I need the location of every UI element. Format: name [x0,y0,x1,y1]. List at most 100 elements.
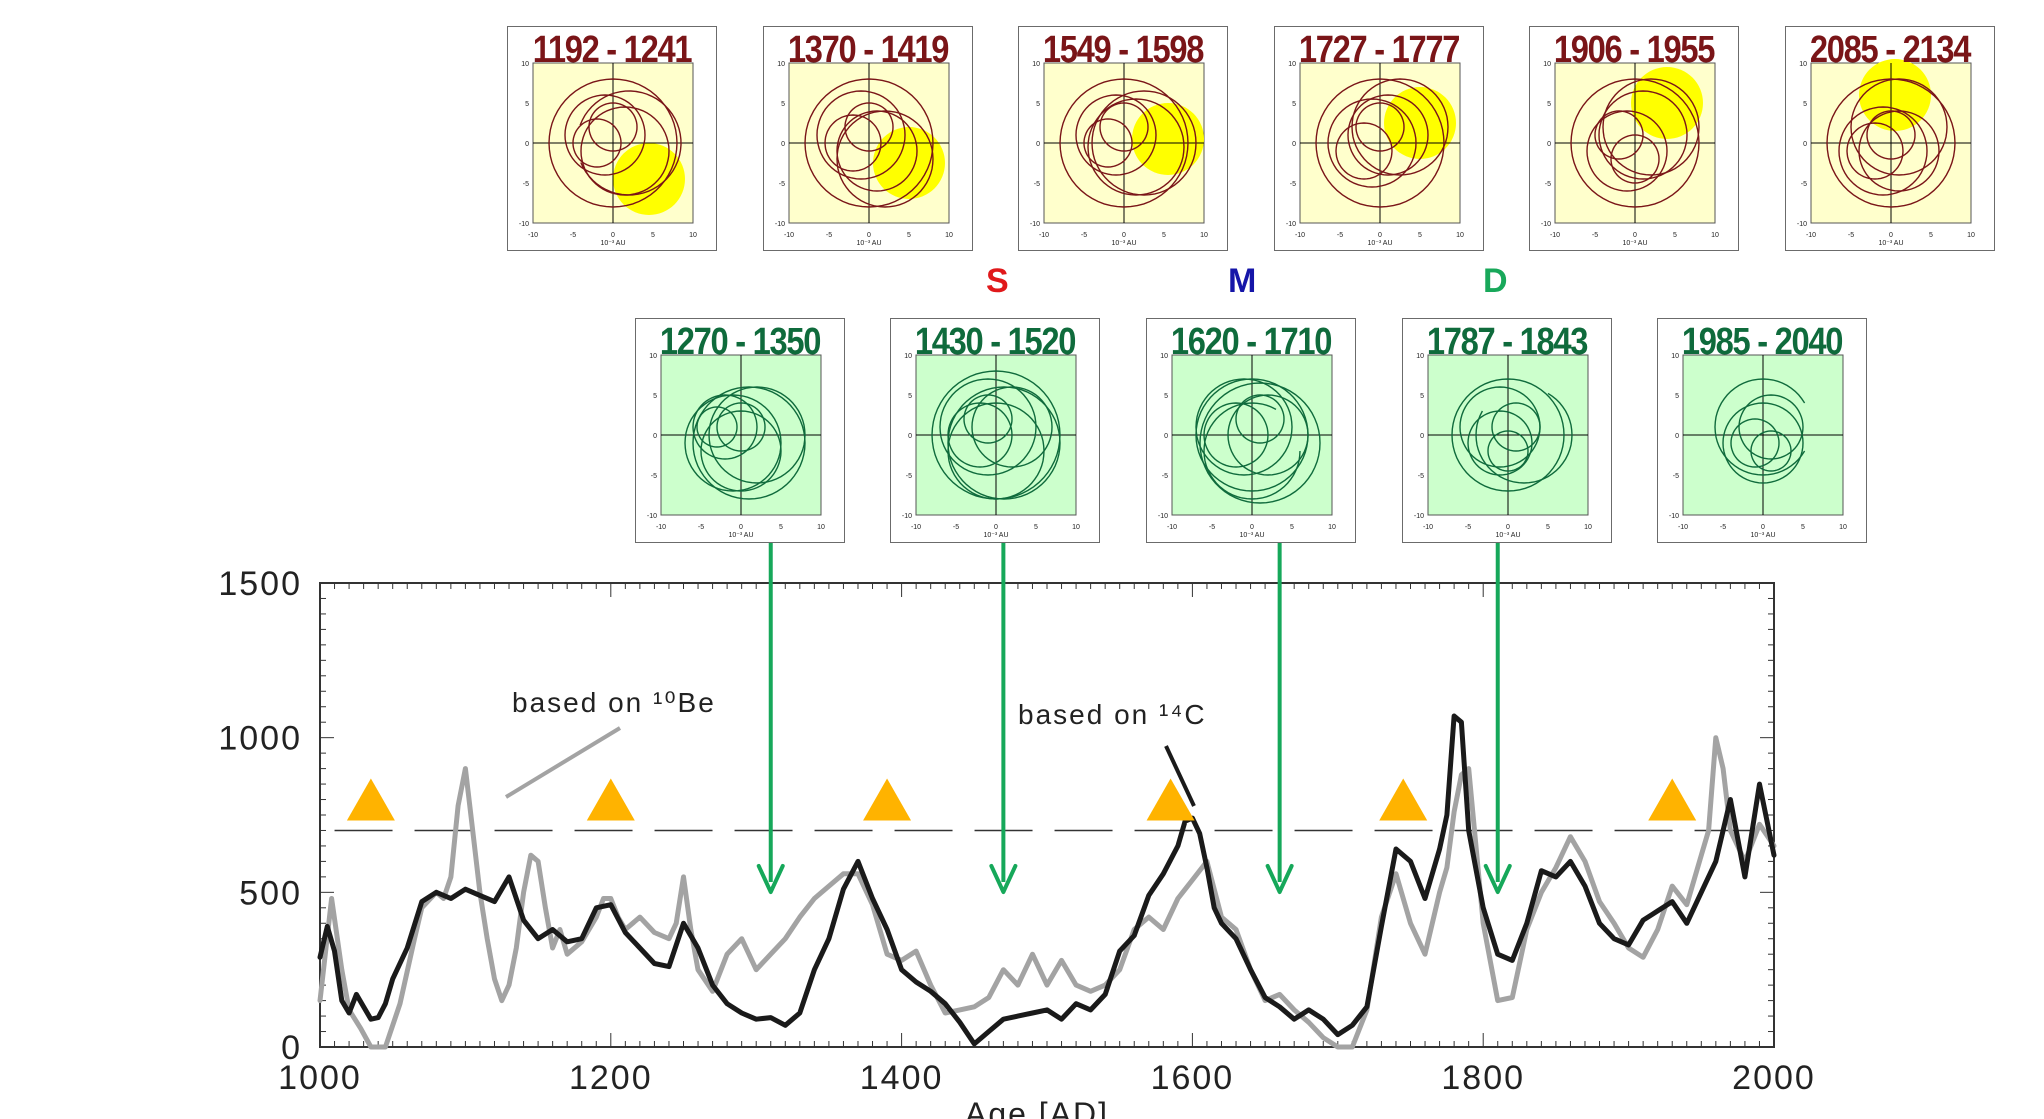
y-tick-label: 1000 [218,720,302,758]
bottom-panel-2: -10 -10 -5 -5 0 0 5 5 10 10 10⁻³ AU 1620 - 1710 [1146,318,1356,543]
panel-y-tick: -10 [902,513,912,520]
panel-x-tick: -10 [911,524,921,531]
panel-x-tick: 5 [779,524,783,531]
panel-y-tick: 10 [1543,61,1551,68]
panel-title: 1787 - 1843 [1426,321,1589,363]
panel-x-label: 10⁻³ AU [1367,240,1392,247]
orbit-loop [1730,418,1780,468]
panel-x-tick: 10 [689,232,697,239]
panel-y-tick: 0 [1547,141,1551,148]
orbit-loop [1722,402,1804,484]
panel-y-tick: 0 [1803,141,1807,148]
orbit-loop [963,394,1013,444]
panel-x-tick: 10 [1839,524,1847,531]
panel-x-tick: -5 [1337,232,1343,239]
y-tick-label: 1500 [218,565,302,603]
panel-x-tick: 0 [1633,232,1637,239]
panel-y-tick: -5 [651,473,657,480]
orbit-loop [1091,90,1197,196]
y-tick-label: 0 [281,1029,302,1067]
orbit-loop [1327,98,1417,188]
orbit-loop [939,378,1037,476]
panel-y-tick: -5 [1290,181,1296,188]
panel-y-tick: 10 [1671,353,1679,360]
panel-x-tick: -5 [698,524,704,531]
panel-x-tick: 10 [945,232,953,239]
orbit-loop [1203,402,1301,500]
orbit-plot: -10 -10 -5 -5 0 0 5 5 10 10 10⁻³ AU [902,353,1080,539]
x-tick-label: 1200 [569,1059,653,1097]
panel-y-tick: 5 [653,393,657,400]
panel-x-tick: -10 [528,232,538,239]
orbit-plot: -10 -10 -5 -5 0 0 5 5 10 10 10⁻³ AU [1158,353,1336,539]
panel-x-tick: 0 [1378,232,1382,239]
orbit-loop [1459,386,1541,468]
panel-x-tick: 10 [1456,232,1464,239]
panel-x-tick: 5 [1673,232,1677,239]
panel-y-tick: -5 [1034,181,1040,188]
panel-y-tick: -10 [519,221,529,228]
minimum-letter-M: M [1228,262,1257,300]
orbit-loop [1602,78,1700,176]
panel-x-label: 10⁻³ AU [1622,240,1647,247]
panel-x-tick: 10 [817,524,825,531]
panel-x-tick: -5 [1465,524,1471,531]
panel-y-tick: -5 [523,181,529,188]
panel-x-tick: 0 [1889,232,1893,239]
panel-y-tick: 5 [1036,101,1040,108]
panel-y-tick: -5 [1545,181,1551,188]
panel-x-tick: 0 [1250,524,1254,531]
panel-x-tick: 5 [1290,524,1294,531]
panel-y-tick: 10 [1288,61,1296,68]
orbit-loop [1351,78,1449,176]
panel-x-tick: 0 [994,524,998,531]
orbit-loop [1099,102,1149,152]
panel-title: 1906 - 1955 [1553,29,1716,71]
panel-x-tick: -5 [1592,232,1598,239]
panel-x-tick: 0 [739,524,743,531]
orbit-loop [947,402,1013,468]
panel-x-tick: 5 [1162,232,1166,239]
annotation-c-pointer [1164,745,1196,807]
panel-y-tick: 0 [1420,433,1424,440]
panel-y-tick: 5 [908,393,912,400]
triangle-marker [1648,778,1697,821]
panel-title: 1985 - 2040 [1681,321,1844,363]
orbit-plot: -10 -10 -5 -5 0 0 5 5 10 10 10⁻³ AU [1414,353,1592,539]
orbit-loop [1083,118,1133,168]
panel-title: 1270 - 1350 [659,321,822,363]
bottom-panel-4: -10 -10 -5 -5 0 0 5 5 10 10 10⁻³ AU 1985 - 2040 [1657,318,1867,543]
orbit-loop [548,78,678,208]
x-axis-label: Age [AD] [965,1096,1109,1119]
arrow-head [989,864,1018,894]
panel-x-tick: -5 [1209,524,1215,531]
triangle-marker [1146,778,1195,821]
panel-x-label: 10⁻³ AU [1111,240,1136,247]
orbit-loop [1199,382,1321,504]
panel-x-tick: 5 [1801,524,1805,531]
panel-y-tick: 0 [653,433,657,440]
panel-y-tick: 5 [1420,393,1424,400]
panel-y-tick: 10 [1416,353,1424,360]
panel-y-tick: 0 [1164,433,1168,440]
panel-y-tick: -5 [779,181,785,188]
panel-x-tick: -10 [1423,524,1433,531]
orbit-loop [708,386,806,484]
panel-x-tick: -10 [1550,232,1560,239]
panel-x-tick: 0 [867,232,871,239]
panel-y-tick: 0 [1675,433,1679,440]
arrow-head [756,864,785,894]
panel-y-tick: 10 [904,353,912,360]
minimum-letter-S: S [986,262,1009,300]
panel-y-tick: 5 [1547,101,1551,108]
orbit-loop [580,106,670,196]
triangle-marker [1379,778,1428,821]
triangle-marker [346,778,395,821]
orbit-loop [1858,110,1940,192]
panel-x-tick: 5 [1546,524,1550,531]
x-tick-label: 1800 [1441,1059,1525,1097]
panel-y-tick: 0 [1036,141,1040,148]
panel-y-tick: 5 [525,101,529,108]
panel-y-tick: 10 [1032,61,1040,68]
